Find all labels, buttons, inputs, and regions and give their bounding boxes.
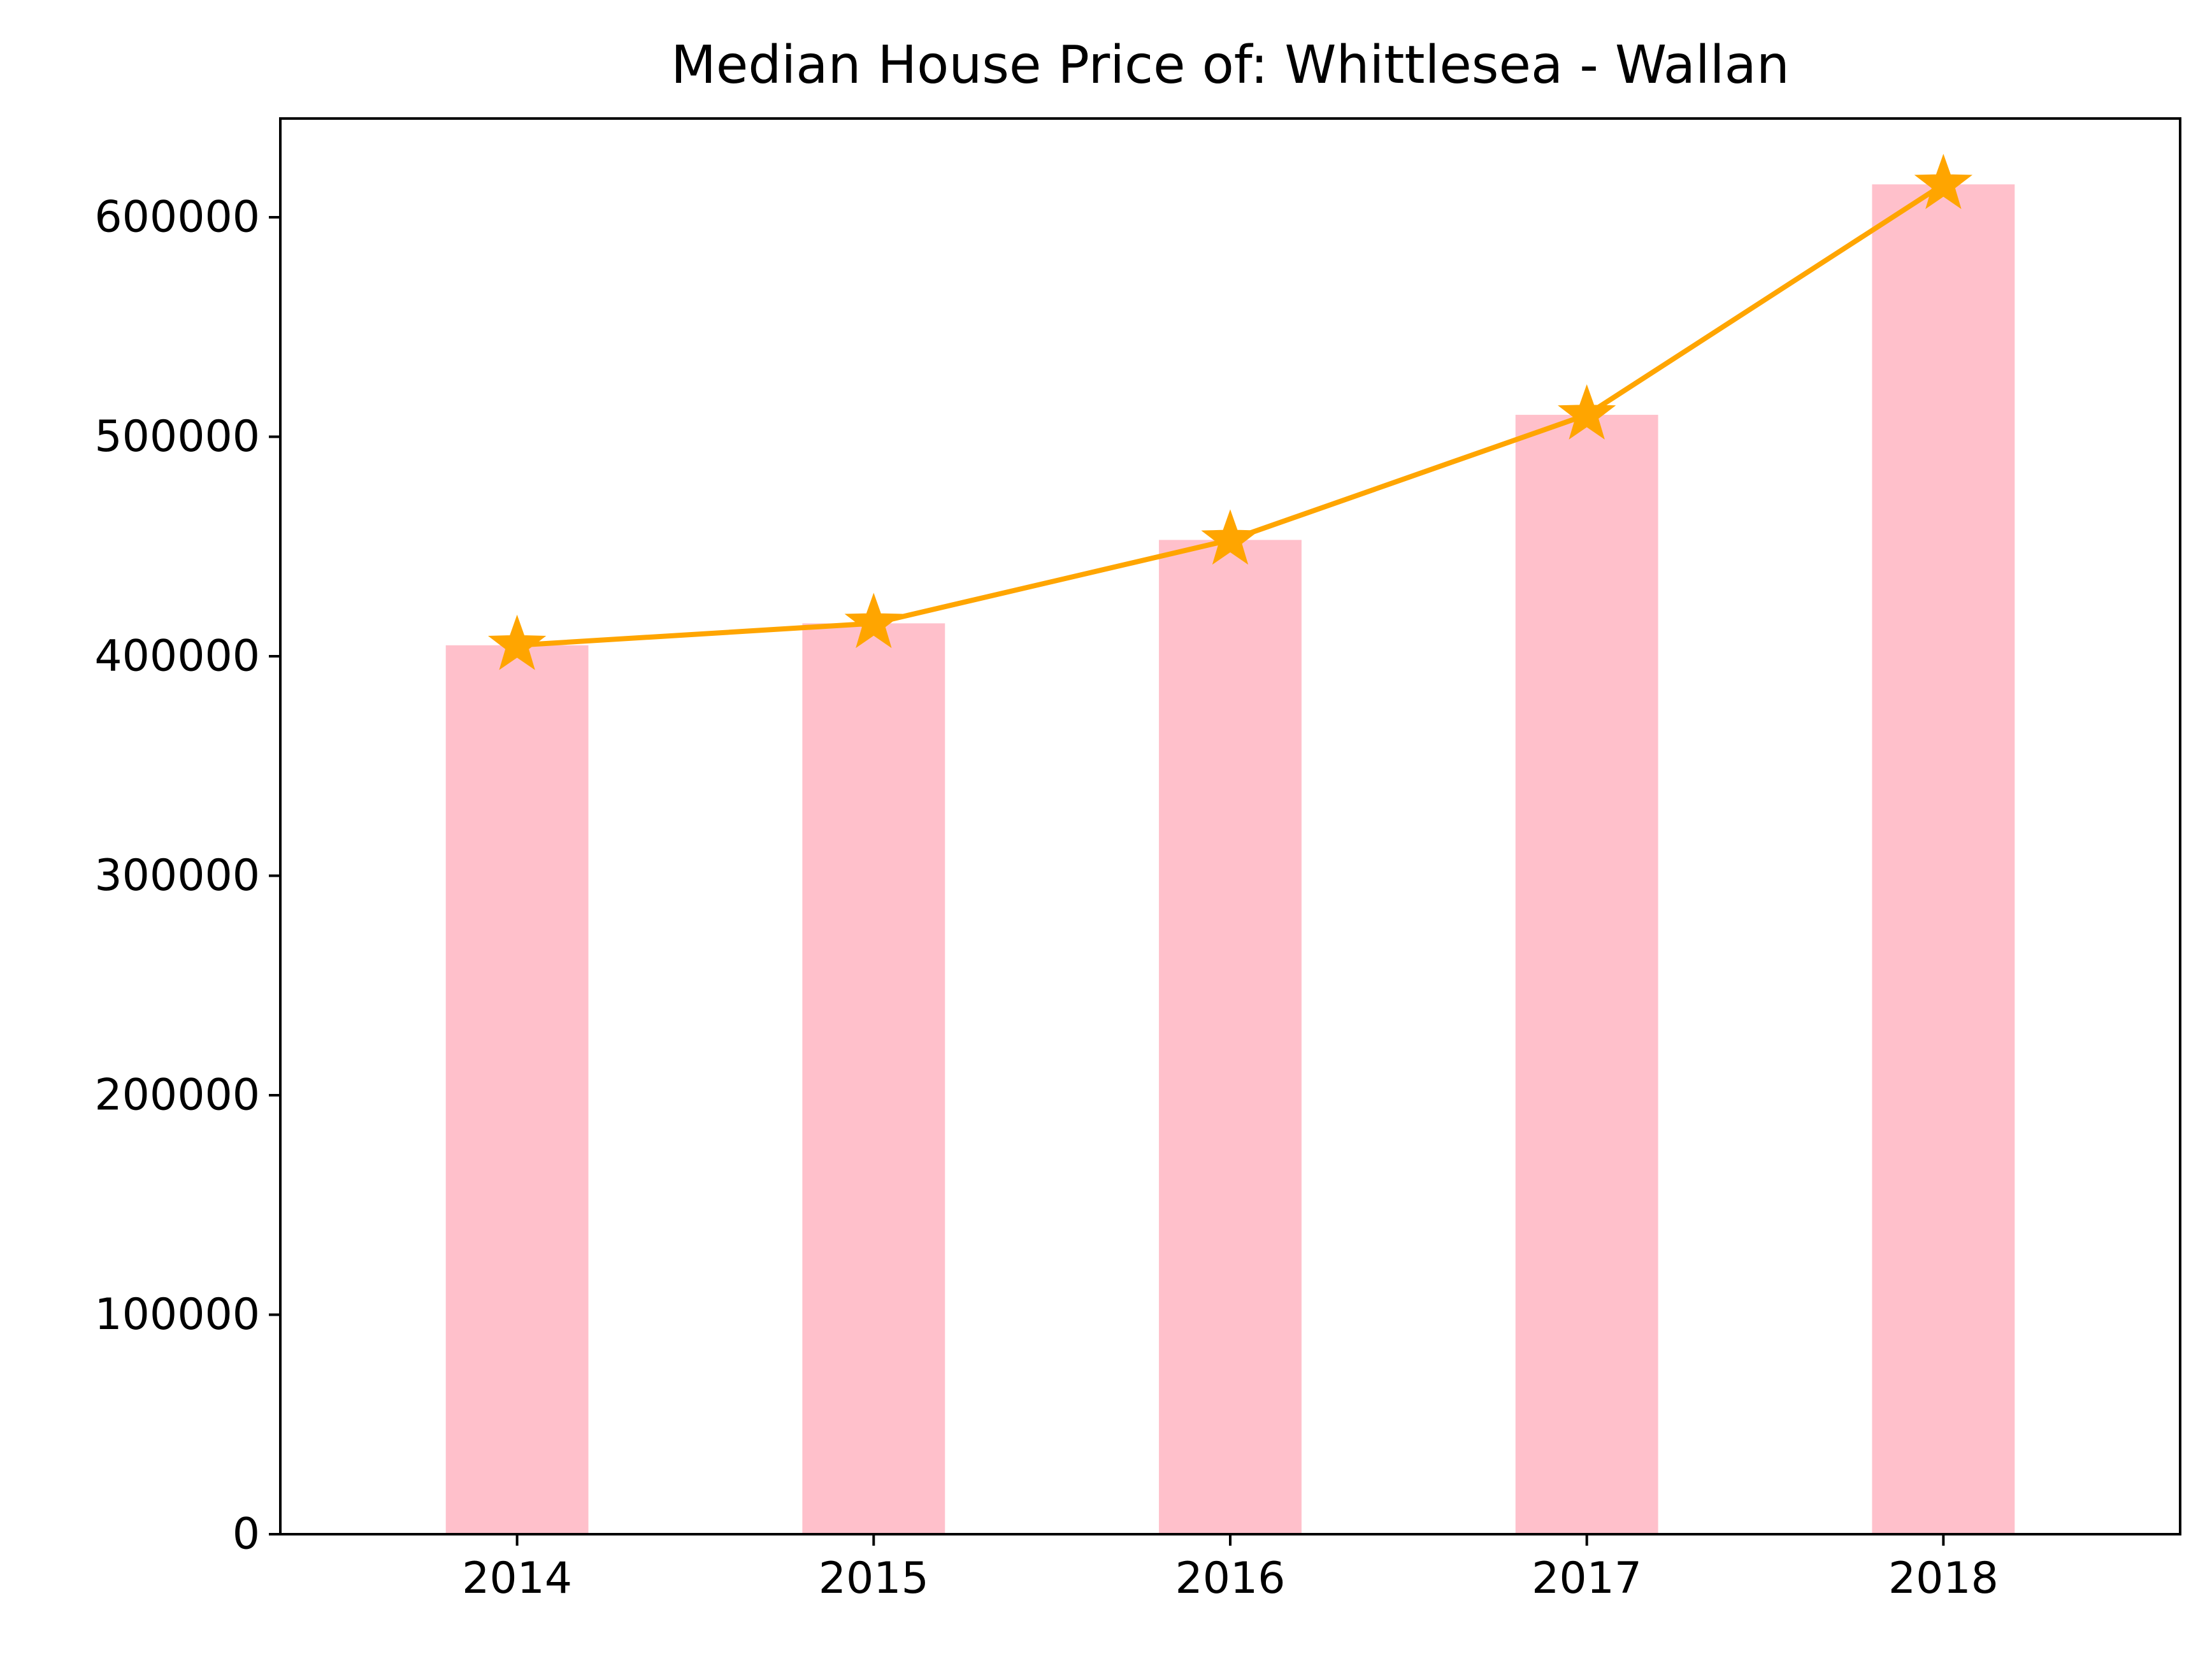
y-tick-label-400000: 400000 <box>94 631 260 682</box>
axes-layer: 0 100000 200000 300000 400000 500000 600000 201… <box>94 117 2181 1604</box>
bar-2014 <box>445 645 589 1534</box>
y-tick-label-600000: 600000 <box>94 192 260 243</box>
y-tick-label-100000: 100000 <box>94 1290 260 1340</box>
x-tick-label-2016: 2016 <box>1175 1553 1285 1604</box>
x-tick-label-2017: 2017 <box>1532 1553 1642 1604</box>
line-layer <box>487 154 1973 670</box>
y-tick-label-500000: 500000 <box>94 412 260 462</box>
bar-2016 <box>1159 540 1302 1534</box>
star-marker-2018 <box>1914 154 1973 210</box>
chart-title: Median House Price of: Whittlesea - Wall… <box>671 35 1790 96</box>
star-marker-2016 <box>1201 509 1260 565</box>
star-marker-2014 <box>487 614 547 670</box>
y-tick-label-200000: 200000 <box>94 1070 260 1121</box>
bar-2018 <box>1872 184 2015 1534</box>
x-tick-label-2015: 2015 <box>819 1553 929 1604</box>
y-tick-label-300000: 300000 <box>94 851 260 901</box>
x-tick-label-2014: 2014 <box>462 1553 572 1604</box>
star-marker-2017 <box>1558 384 1616 440</box>
y-tick-label-0: 0 <box>233 1509 260 1560</box>
x-tick-label-2018: 2018 <box>1888 1553 1999 1604</box>
bar-2015 <box>802 623 945 1534</box>
bar-2017 <box>1515 415 1658 1534</box>
bars-layer <box>445 184 2015 1534</box>
star-marker-2015 <box>844 593 903 649</box>
